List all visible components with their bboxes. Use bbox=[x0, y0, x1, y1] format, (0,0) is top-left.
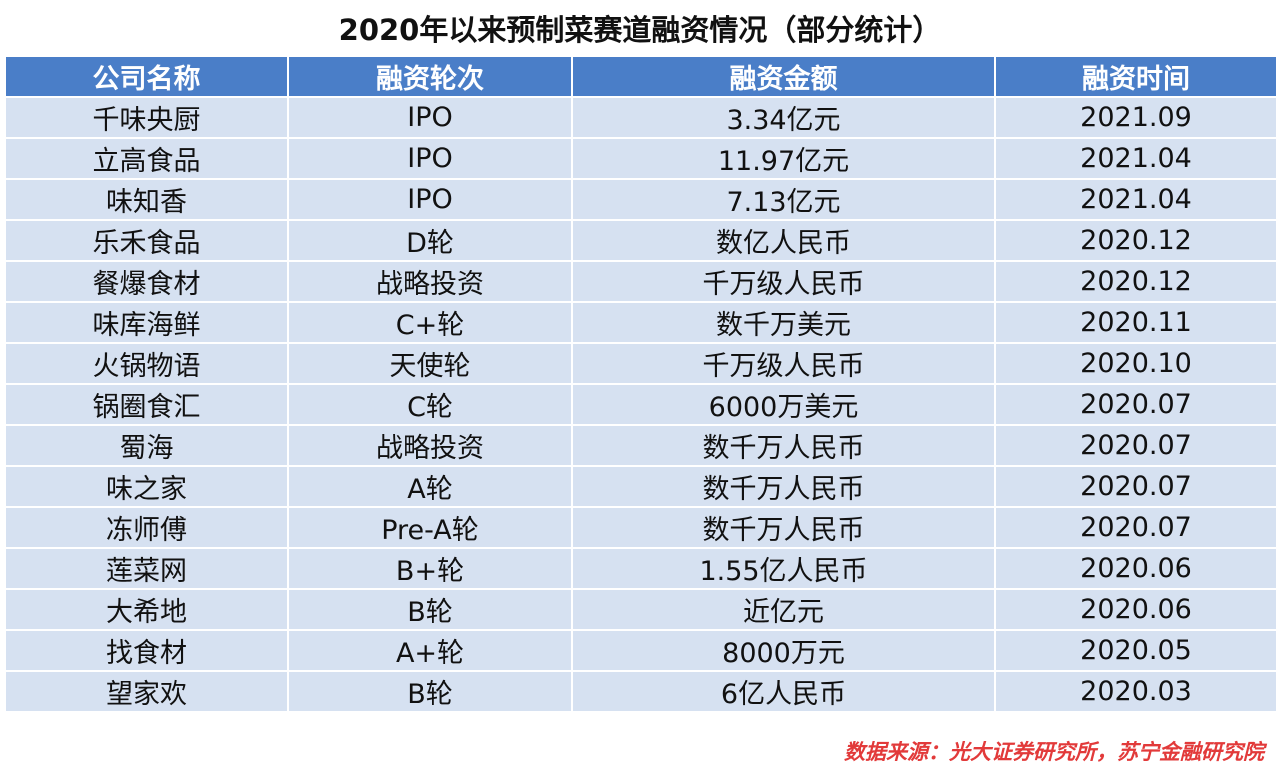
company-cell: 餐爆食材 bbox=[4, 260, 289, 303]
amount-cell: 千万级人民币 bbox=[571, 342, 996, 385]
round-cell: IPO bbox=[287, 178, 573, 221]
company-cell: 望家欢 bbox=[4, 670, 289, 713]
amount-cell: 数亿人民币 bbox=[571, 219, 996, 262]
header-amount: 融资金额 bbox=[571, 55, 996, 98]
date-cell: 2020.11 bbox=[994, 301, 1278, 344]
table-row: 蜀海 战略投资 数千万人民币 2020.07 bbox=[4, 424, 1278, 467]
round-cell: C+轮 bbox=[287, 301, 573, 344]
table-row: 味之家 A轮 数千万人民币 2020.07 bbox=[4, 465, 1278, 508]
date-cell: 2021.09 bbox=[994, 96, 1278, 139]
company-cell: 锅圈食汇 bbox=[4, 383, 289, 426]
company-cell: 蜀海 bbox=[4, 424, 289, 467]
date-cell: 2020.06 bbox=[994, 547, 1278, 590]
company-cell: 大希地 bbox=[4, 588, 289, 631]
date-cell: 2021.04 bbox=[994, 178, 1278, 221]
amount-cell: 3.34亿元 bbox=[571, 96, 996, 139]
amount-cell: 数千万人民币 bbox=[571, 465, 996, 508]
table-row: 味库海鲜 C+轮 数千万美元 2020.11 bbox=[4, 301, 1278, 344]
date-cell: 2020.06 bbox=[994, 588, 1278, 631]
round-cell: C轮 bbox=[287, 383, 573, 426]
amount-cell: 数千万人民币 bbox=[571, 424, 996, 467]
round-cell: B轮 bbox=[287, 670, 573, 713]
amount-cell: 千万级人民币 bbox=[571, 260, 996, 303]
header-company: 公司名称 bbox=[4, 55, 289, 98]
round-cell: B轮 bbox=[287, 588, 573, 631]
date-cell: 2021.04 bbox=[994, 137, 1278, 180]
company-cell: 找食材 bbox=[4, 629, 289, 672]
company-cell: 火锅物语 bbox=[4, 342, 289, 385]
header-date: 融资时间 bbox=[994, 55, 1278, 98]
table-row: 餐爆食材 战略投资 千万级人民币 2020.12 bbox=[4, 260, 1278, 303]
table-header-row: 公司名称 融资轮次 融资金额 融资时间 bbox=[4, 55, 1278, 98]
funding-table: 公司名称 融资轮次 融资金额 融资时间 千味央厨 IPO 3.34亿元 2021.09… bbox=[4, 55, 1278, 713]
table-row: 乐禾食品 D轮 数亿人民币 2020.12 bbox=[4, 219, 1278, 262]
amount-cell: 7.13亿元 bbox=[571, 178, 996, 221]
table-row: 锅圈食汇 C轮 6000万美元 2020.07 bbox=[4, 383, 1278, 426]
company-cell: 乐禾食品 bbox=[4, 219, 289, 262]
amount-cell: 6亿人民币 bbox=[571, 670, 996, 713]
table-row: 望家欢 B轮 6亿人民币 2020.03 bbox=[4, 670, 1278, 713]
amount-cell: 数千万美元 bbox=[571, 301, 996, 344]
company-cell: 味知香 bbox=[4, 178, 289, 221]
round-cell: B+轮 bbox=[287, 547, 573, 590]
company-cell: 冻师傅 bbox=[4, 506, 289, 549]
date-cell: 2020.10 bbox=[994, 342, 1278, 385]
table-row: 火锅物语 天使轮 千万级人民币 2020.10 bbox=[4, 342, 1278, 385]
header-round: 融资轮次 bbox=[287, 55, 573, 98]
table-row: 立高食品 IPO 11.97亿元 2021.04 bbox=[4, 137, 1278, 180]
table-row: 冻师傅 Pre-A轮 数千万人民币 2020.07 bbox=[4, 506, 1278, 549]
round-cell: 战略投资 bbox=[287, 260, 573, 303]
date-cell: 2020.05 bbox=[994, 629, 1278, 672]
amount-cell: 数千万人民币 bbox=[571, 506, 996, 549]
round-cell: 天使轮 bbox=[287, 342, 573, 385]
round-cell: 战略投资 bbox=[287, 424, 573, 467]
date-cell: 2020.07 bbox=[994, 506, 1278, 549]
company-cell: 立高食品 bbox=[4, 137, 289, 180]
table-row: 大希地 B轮 近亿元 2020.06 bbox=[4, 588, 1278, 631]
company-cell: 味库海鲜 bbox=[4, 301, 289, 344]
amount-cell: 8000万元 bbox=[571, 629, 996, 672]
company-cell: 味之家 bbox=[4, 465, 289, 508]
round-cell: A+轮 bbox=[287, 629, 573, 672]
amount-cell: 近亿元 bbox=[571, 588, 996, 631]
date-cell: 2020.07 bbox=[994, 424, 1278, 467]
company-cell: 莲菜网 bbox=[4, 547, 289, 590]
round-cell: A轮 bbox=[287, 465, 573, 508]
table-row: 味知香 IPO 7.13亿元 2021.04 bbox=[4, 178, 1278, 221]
round-cell: D轮 bbox=[287, 219, 573, 262]
round-cell: IPO bbox=[287, 96, 573, 139]
round-cell: Pre-A轮 bbox=[287, 506, 573, 549]
amount-cell: 1.55亿人民币 bbox=[571, 547, 996, 590]
date-cell: 2020.12 bbox=[994, 260, 1278, 303]
source-note: 数据来源：光大证券研究所，苏宁金融研究院 bbox=[844, 740, 1264, 764]
company-cell: 千味央厨 bbox=[4, 96, 289, 139]
amount-cell: 11.97亿元 bbox=[571, 137, 996, 180]
table-row: 找食材 A+轮 8000万元 2020.05 bbox=[4, 629, 1278, 672]
date-cell: 2020.12 bbox=[994, 219, 1278, 262]
date-cell: 2020.07 bbox=[994, 465, 1278, 508]
table-row: 千味央厨 IPO 3.34亿元 2021.09 bbox=[4, 96, 1278, 139]
amount-cell: 6000万美元 bbox=[571, 383, 996, 426]
round-cell: IPO bbox=[287, 137, 573, 180]
date-cell: 2020.03 bbox=[994, 670, 1278, 713]
table-row: 莲菜网 B+轮 1.55亿人民币 2020.06 bbox=[4, 547, 1278, 590]
date-cell: 2020.07 bbox=[994, 383, 1278, 426]
page-title: 2020年以来预制菜赛道融资情况（部分统计） bbox=[338, 13, 942, 47]
